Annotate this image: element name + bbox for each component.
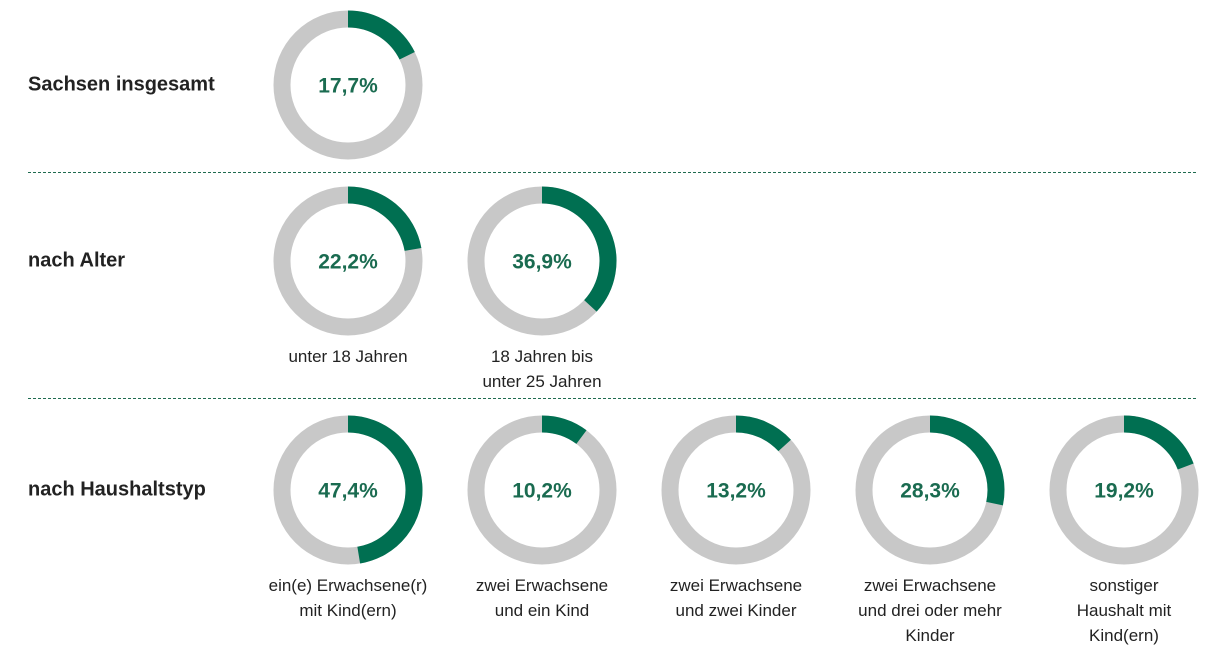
row-label: Sachsen insgesamt bbox=[28, 73, 215, 96]
category-label: zwei Erwachsene und ein Kind bbox=[475, 575, 609, 620]
row-label: nach Haushaltstyp bbox=[28, 478, 206, 501]
donut-arc bbox=[1123, 415, 1194, 470]
separator bbox=[28, 398, 1196, 399]
category-label: ein(e) Erwachsene(r) mit Kind(ern) bbox=[268, 575, 428, 620]
category-label: zwei Erwachsene und drei oder mehr Kinde… bbox=[858, 575, 1002, 645]
value-label: 17,7% bbox=[318, 75, 378, 98]
donut-arc bbox=[347, 186, 422, 252]
category-label: 18 Jahren bis unter 25 Jahren bbox=[482, 346, 602, 391]
donut-arc bbox=[347, 415, 423, 564]
category-label: sonstiger Haushalt mit Kind(ern) bbox=[1076, 575, 1172, 645]
value-label: 22,2% bbox=[318, 251, 378, 274]
row-label: nach Alter bbox=[28, 249, 126, 272]
value-label: 13,2% bbox=[706, 480, 766, 503]
donut-arc bbox=[541, 186, 617, 312]
separator bbox=[28, 172, 1196, 173]
donut-arc bbox=[735, 415, 791, 452]
donut-arc bbox=[541, 415, 587, 445]
category-label: zwei Erwachsene und zwei Kinder bbox=[669, 575, 803, 620]
value-label: 47,4% bbox=[318, 480, 378, 503]
value-label: 36,9% bbox=[512, 251, 572, 274]
value-label: 19,2% bbox=[1094, 480, 1154, 503]
category-label: unter 18 Jahren bbox=[288, 346, 408, 366]
value-label: 10,2% bbox=[512, 480, 572, 503]
value-label: 28,3% bbox=[900, 480, 960, 503]
donut-arc bbox=[347, 10, 415, 60]
donut-arc bbox=[929, 415, 1005, 506]
